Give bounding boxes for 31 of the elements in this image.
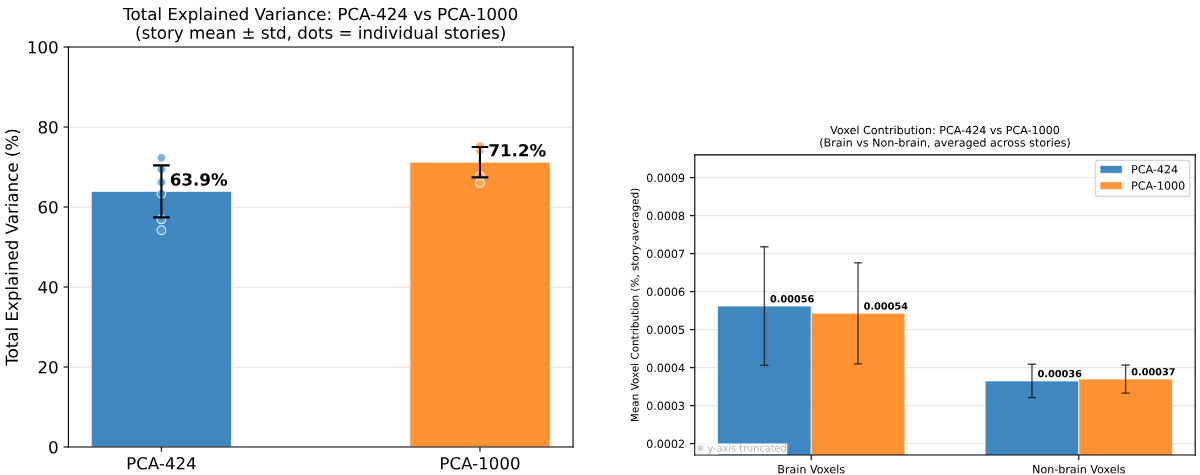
y-tick-label: 60 (38, 200, 58, 214)
data-label: 0.00054 (864, 302, 908, 310)
y-axis-title: Total Explained Variance (%) (5, 129, 22, 366)
y-tick-label: 20 (38, 360, 58, 374)
chart-title: Voxel Contribution: PCA-424 vs PCA-1000 (Brain vs Non-brain, averaged across stories) (820, 125, 1070, 149)
x-tick-label: Non-brain Voxels (1033, 464, 1125, 474)
annotation: ※ y-axis truncated (697, 444, 786, 454)
data-label: 0.00036 (1038, 369, 1082, 378)
y-axis-title: Mean Voxel Contribution (%, story-averaged) (630, 188, 641, 422)
y-tick-label: 0.0006 (646, 287, 685, 297)
y-tick-label: 100 (28, 40, 58, 54)
y-tick-label: 0.0007 (646, 249, 685, 259)
y-tick-label: 80 (38, 120, 58, 134)
y-tick-label: 0.0003 (646, 401, 685, 411)
y-tick-label: 0.0002 (646, 439, 684, 449)
y-tick-label: 0.0004 (646, 363, 685, 373)
y-tick-label: 0 (49, 440, 58, 454)
x-tick-label: PCA-424 (127, 456, 196, 470)
data-label: 0.00056 (770, 295, 814, 303)
x-tick-label: Brain Voxels (778, 464, 845, 474)
data-label: 0.00037 (1131, 368, 1175, 376)
data-label: 71.2% (489, 143, 546, 157)
y-tick-label: 0.0009 (646, 173, 685, 183)
legend-label: PCA-424 (1132, 165, 1178, 174)
chart-title: Total Explained Variance: PCA-424 vs PCA-1000 (story mean ± std, dots = individual stories) (123, 7, 518, 43)
legend-label: PCA-1000 (1132, 181, 1185, 190)
y-tick-label: 40 (38, 280, 58, 294)
x-tick-label: PCA-1000 (441, 456, 520, 470)
data-label: 63.9% (170, 173, 228, 186)
y-tick-label: 0.0005 (646, 325, 685, 335)
y-tick-label: 0.0008 (646, 211, 685, 221)
